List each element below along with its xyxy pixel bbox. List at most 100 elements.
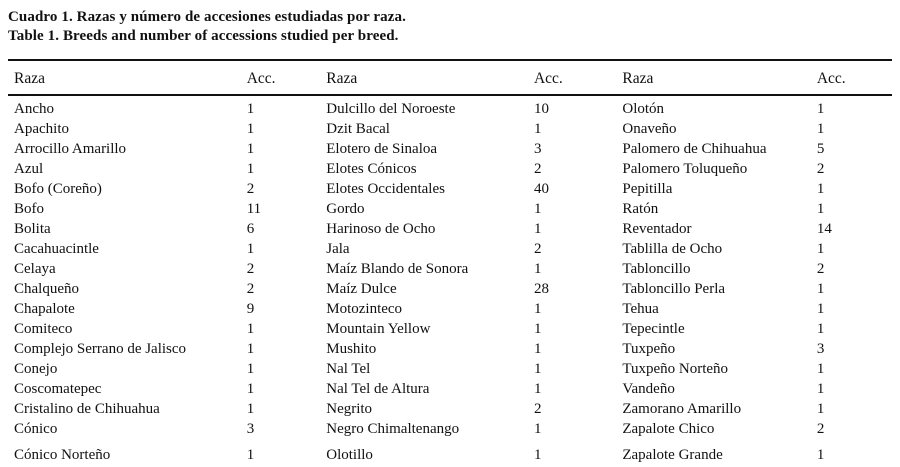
table-row: Comiteco 1 Mountain Yellow 1 Tepecintle 1: [8, 319, 892, 339]
accession-count-cell: 1: [246, 141, 255, 157]
breed-name-cell: Arrocillo Amarillo: [14, 141, 127, 157]
breed-name-cell: Cacahuacintle: [14, 241, 99, 257]
table-row: Chalqueño 2 Maíz Dulce 28 Tabloncillo Perla 1: [8, 279, 892, 299]
accession-count-cell: 10: [533, 101, 549, 117]
accession-count-cell: 3: [816, 341, 825, 357]
accession-count-cell: 1: [816, 121, 825, 137]
accession-count-cell: 1: [246, 101, 255, 117]
breed-name-cell: Vandeño: [622, 381, 675, 397]
table-caption-english: Table 1. Breeds and number of accessions…: [8, 28, 399, 44]
accession-count-cell: 14: [816, 221, 832, 237]
table-row: Arrocillo Amarillo 1 Elotero de Sinaloa 3 Pa…: [8, 139, 892, 159]
accession-count-cell: 1: [246, 241, 255, 257]
breed-name-cell: Zapalote Chico: [622, 421, 715, 437]
accession-count-cell: 1: [533, 121, 542, 137]
table-row: Conejo 1 Nal Tel 1 Tuxpeño Norteño 1: [8, 359, 892, 379]
table-row: Bofo 11 Gordo 1 Ratón 1: [8, 199, 892, 219]
breed-name-cell: Chapalote: [14, 301, 75, 317]
breed-name-cell: Elotero de Sinaloa: [326, 141, 438, 157]
header-acc-1: Acc.: [246, 60, 327, 96]
accession-count-cell: 1: [533, 321, 542, 337]
accession-count-cell: 2: [246, 261, 255, 277]
breed-name-cell: Pepitilla: [622, 181, 673, 197]
accession-count-cell: 1: [533, 361, 542, 377]
accession-count-cell: 1: [533, 221, 542, 237]
accession-count-cell: 1: [246, 321, 255, 337]
breed-name-cell: Celaya: [14, 261, 56, 277]
table-row: Ancho 1 Dulcillo del Noroeste 10 Olotón 1: [8, 95, 892, 119]
accession-count-cell: 5: [816, 141, 825, 157]
header-acc-3: Acc.: [816, 60, 892, 96]
accession-count-cell: 1: [816, 101, 825, 117]
breed-name-cell: Chalqueño: [14, 281, 79, 297]
accession-count-cell: 1: [816, 361, 825, 377]
breed-name-cell: Bolita: [14, 221, 51, 237]
accession-count-cell: 2: [816, 161, 825, 177]
breed-name-cell: Tehua: [622, 301, 659, 317]
accession-count-cell: 11: [246, 201, 262, 217]
breeds-accessions-table: Raza Acc. Raza Acc. Raza Acc. Ancho 1 Dulc…: [8, 59, 892, 467]
accession-count-cell: 2: [533, 401, 542, 417]
accession-count-cell: 1: [246, 401, 255, 417]
accession-count-cell: 2: [816, 421, 825, 437]
table-row: Coscomatepec 1 Nal Tel de Altura 1 Vandeño 1: [8, 379, 892, 399]
accession-count-cell: 1: [533, 381, 542, 397]
breed-name-cell: Harinoso de Ocho: [326, 221, 436, 237]
table-row: Apachito 1 Dzit Bacal 1 Onaveño 1: [8, 119, 892, 139]
accession-count-cell: 1: [816, 201, 825, 217]
breed-name-cell: Apachito: [14, 121, 69, 137]
breed-name-cell: Elotes Cónicos: [326, 161, 417, 177]
breed-name-cell: Cónico: [14, 421, 58, 437]
accession-count-cell: 1: [816, 381, 825, 397]
table-row: Chapalote 9 Motozinteco 1 Tehua 1: [8, 299, 892, 319]
table-row: Cristalino de Chihuahua 1 Negrito 2 Zamorano…: [8, 399, 892, 419]
table-row: Complejo Serrano de Jalisco 1 Mushito 1 Tuxp…: [8, 339, 892, 359]
accession-count-cell: 1: [246, 121, 255, 137]
accession-count-cell: 1: [533, 421, 542, 437]
table-row: Bofo (Coreño) 2 Elotes Occidentales 40 Pepit…: [8, 179, 892, 199]
breed-name-cell: Maíz Dulce: [326, 281, 397, 297]
breed-name-cell: Negro Chimaltenango: [326, 421, 460, 437]
accession-count-cell: 28: [533, 281, 549, 297]
breed-name-cell: Olotón: [622, 101, 665, 117]
accession-count-cell: 2: [533, 161, 542, 177]
accession-count-cell: 1: [816, 447, 825, 463]
accession-count-cell: 1: [246, 341, 255, 357]
breed-name-cell: Onaveño: [622, 121, 677, 137]
accession-count-cell: 2: [246, 281, 255, 297]
accession-count-cell: 3: [246, 421, 255, 437]
breed-name-cell: Coscomatepec: [14, 381, 102, 397]
table-row: Azul 1 Elotes Cónicos 2 Palomero Toluqueño 2: [8, 159, 892, 179]
breed-name-cell: Cristalino de Chihuahua: [14, 401, 160, 417]
accession-count-cell: 1: [246, 361, 255, 377]
table-row: Celaya 2 Maíz Blando de Sonora 1 Tabloncillo…: [8, 259, 892, 279]
breed-name-cell: Zapalote Grande: [622, 447, 723, 463]
breed-name-cell: Ratón: [622, 201, 659, 217]
breed-name-cell: Mushito: [326, 341, 377, 357]
accession-count-cell: 1: [816, 181, 825, 197]
breed-name-cell: Complejo Serrano de Jalisco: [14, 341, 187, 357]
breed-name-cell: Ancho: [14, 101, 54, 117]
breed-name-cell: Mountain Yellow: [326, 321, 431, 337]
accession-count-cell: 1: [816, 301, 825, 317]
breed-name-cell: Azul: [14, 161, 44, 177]
accession-count-cell: 6: [246, 221, 255, 237]
table-caption-block: Cuadro 1. Razas y número de accesiones e…: [8, 8, 892, 46]
accession-count-cell: 1: [816, 241, 825, 257]
accession-count-cell: 1: [816, 321, 825, 337]
breed-name-cell: Elotes Occidentales: [326, 181, 445, 197]
accession-count-cell: 1: [533, 301, 542, 317]
breed-name-cell: Tabloncillo: [622, 261, 691, 277]
accession-count-cell: 1: [533, 341, 542, 357]
accession-count-cell: 40: [533, 181, 549, 197]
breed-name-cell: Nal Tel: [326, 361, 371, 377]
breed-name-cell: Motozinteco: [326, 301, 403, 317]
accession-count-cell: 2: [816, 261, 825, 277]
accession-count-cell: 1: [533, 201, 542, 217]
table-header-row: Raza Acc. Raza Acc. Raza Acc.: [8, 60, 892, 96]
breed-name-cell: Cónico Norteño: [14, 447, 111, 463]
table-caption-spanish: Cuadro 1. Razas y número de accesiones e…: [8, 9, 406, 25]
breed-name-cell: Dzit Bacal: [326, 121, 390, 137]
accession-count-cell: 1: [246, 161, 255, 177]
